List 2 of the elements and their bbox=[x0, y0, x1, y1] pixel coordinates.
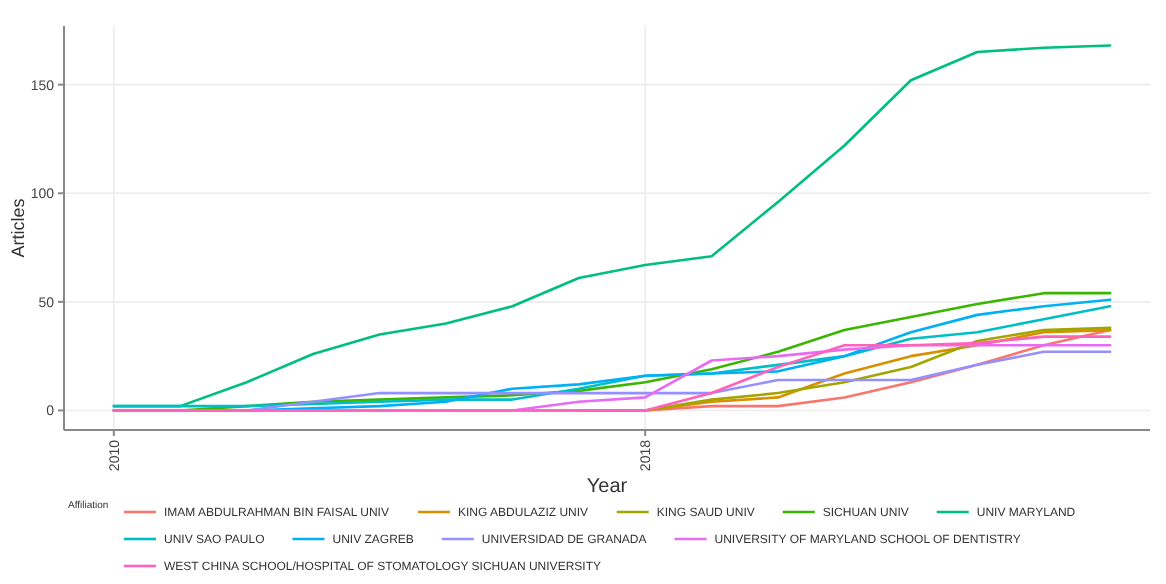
x-axis-title: Year bbox=[586, 476, 629, 498]
y-axis-title: Articles bbox=[8, 197, 28, 258]
